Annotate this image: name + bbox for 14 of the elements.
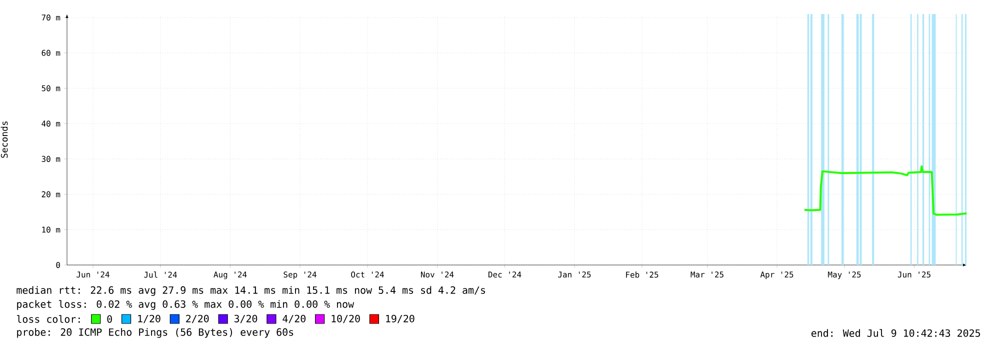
legend-label: 4/20 bbox=[282, 314, 306, 324]
text: median rtt: 22.6 ms avg 27.9 ms max 14.1 ms min 15.1 ms now 5.4 ms sd 4.2 am/s bbox=[16, 286, 486, 296]
text: probe: 20 ICMP Echo Pings (56 Bytes) every 60s bbox=[17, 328, 294, 338]
line-series bbox=[803, 165, 968, 216]
legend-title: loss color: bbox=[16, 315, 80, 323]
text: packet loss: 0.02 % avg 0.63 % max 0.00 % min 0.00 % now bbox=[17, 300, 354, 310]
legend-label: 3/20 bbox=[234, 314, 258, 324]
legend-label: 1/20 bbox=[138, 314, 160, 324]
legend-label: 19/20 bbox=[386, 314, 414, 324]
legend-label: 0 bbox=[107, 315, 112, 323]
legend-label: 10/20 bbox=[332, 314, 360, 324]
text: end: Wed Jul 9 10:42:43 2025 bbox=[811, 329, 980, 337]
legend-label: 2/20 bbox=[186, 314, 209, 324]
y-axis-title: Seconds bbox=[0, 121, 8, 158]
